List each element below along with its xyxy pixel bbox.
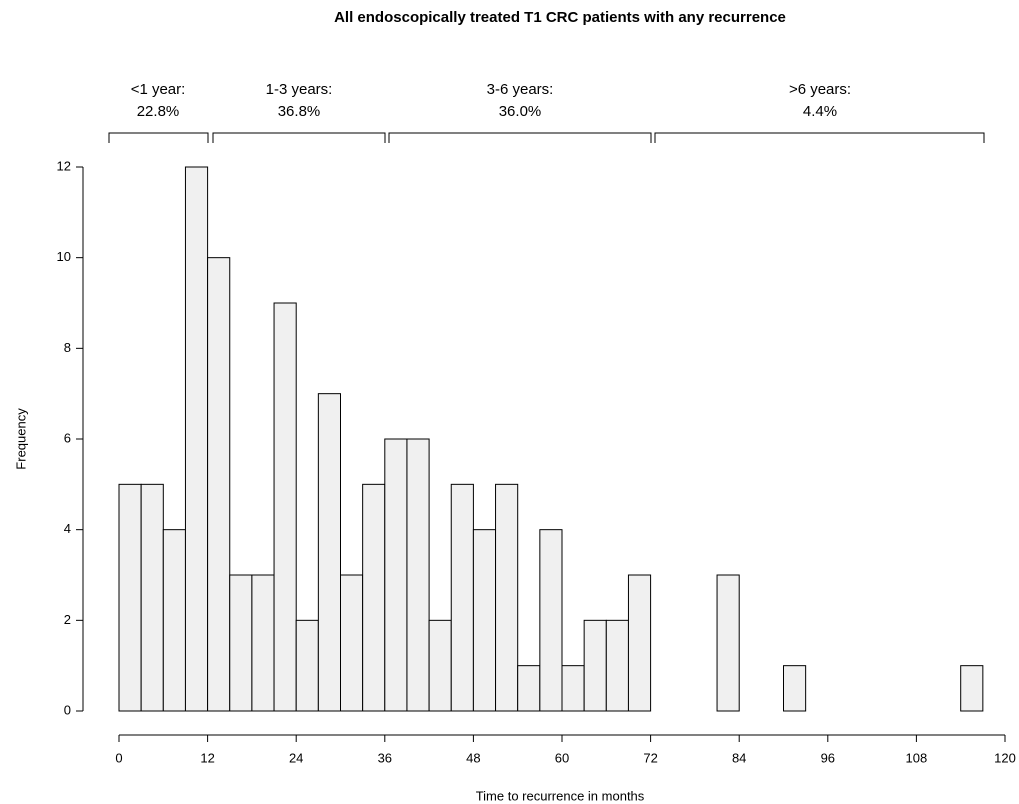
y-tick-label: 2 xyxy=(64,612,71,627)
x-tick-label: 12 xyxy=(200,750,214,765)
bar xyxy=(406,438,430,712)
bar xyxy=(384,438,408,712)
annotation-value: 4.4% xyxy=(803,103,837,120)
y-tick-label: 8 xyxy=(64,340,71,355)
bar xyxy=(428,619,452,712)
bar xyxy=(517,665,541,712)
x-tick-label: 120 xyxy=(994,750,1016,765)
bar xyxy=(627,574,652,712)
bar xyxy=(118,483,142,712)
bar xyxy=(783,665,807,712)
x-tick-label: 108 xyxy=(906,750,928,765)
annotation-label: 1-3 years: xyxy=(266,81,333,98)
bar xyxy=(583,619,607,712)
bar xyxy=(229,574,253,712)
y-tick-label: 4 xyxy=(64,521,71,536)
annotation-value: 22.8% xyxy=(137,103,180,120)
bar xyxy=(605,619,629,712)
bar xyxy=(495,483,519,712)
bar xyxy=(450,483,474,712)
bar xyxy=(362,483,386,712)
chart-title: All endoscopically treated T1 CRC patien… xyxy=(334,9,786,26)
bar xyxy=(561,665,585,712)
brackets xyxy=(108,132,985,143)
y-tick-label: 0 xyxy=(64,702,71,717)
x-tick-label: 0 xyxy=(115,750,122,765)
x-tick-label: 36 xyxy=(378,750,392,765)
x-tick-label: 96 xyxy=(821,750,835,765)
bracket xyxy=(212,132,386,143)
bar xyxy=(184,166,209,712)
bar xyxy=(539,529,563,712)
y-tick-label: 10 xyxy=(57,249,71,264)
bar xyxy=(162,529,186,712)
y-tick-label: 6 xyxy=(64,430,71,445)
bar xyxy=(340,574,364,712)
bar xyxy=(251,574,275,712)
bar xyxy=(716,574,740,712)
y-axis-label: Frequency xyxy=(13,408,28,470)
bar xyxy=(317,393,342,712)
annotation-label: >6 years: xyxy=(789,81,851,98)
x-tick-label: 60 xyxy=(555,750,569,765)
bar xyxy=(960,665,984,712)
bar xyxy=(207,257,231,712)
x-tick-label: 48 xyxy=(466,750,480,765)
bar xyxy=(273,302,297,712)
x-tick-label: 84 xyxy=(732,750,746,765)
bracket xyxy=(654,132,985,143)
bracket xyxy=(388,132,652,143)
bar xyxy=(140,483,164,712)
annotation-value: 36.0% xyxy=(499,103,542,120)
annotation-label: <1 year: xyxy=(131,81,186,98)
x-tick-label: 24 xyxy=(289,750,303,765)
annotation-value: 36.8% xyxy=(278,103,321,120)
x-axis-label: Time to recurrence in months xyxy=(476,788,645,803)
y-tick-label: 12 xyxy=(57,158,71,173)
bar xyxy=(472,529,497,712)
bar xyxy=(295,619,319,712)
annotation-label: 3-6 years: xyxy=(487,81,554,98)
x-tick-label: 72 xyxy=(643,750,657,765)
bracket xyxy=(108,132,209,143)
